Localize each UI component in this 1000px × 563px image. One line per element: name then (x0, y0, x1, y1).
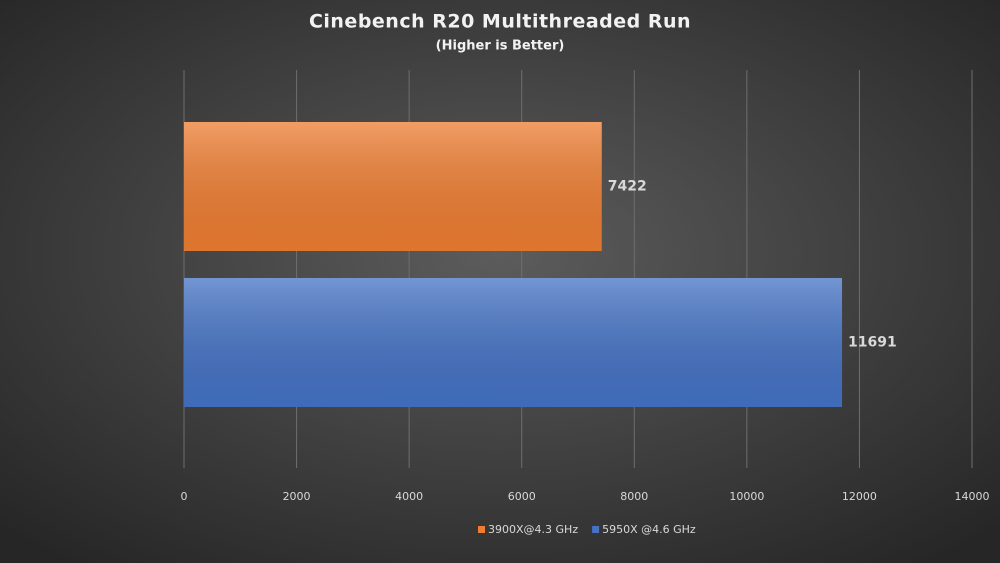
legend-swatch (592, 526, 600, 533)
x-tick-label: 10000 (729, 490, 764, 503)
bar-sheen (184, 278, 843, 407)
data-label: 11691 (848, 335, 897, 351)
legend-swatch (478, 526, 485, 533)
chart-subtitle: (Higher is Better) (436, 39, 565, 54)
x-tick-label: 8000 (620, 490, 648, 503)
x-tick-label: 12000 (842, 490, 877, 503)
x-tick-label: 0 (181, 490, 188, 503)
bar-sheen (184, 122, 602, 251)
x-tick-label: 6000 (508, 490, 536, 503)
chart-title: Cinebench R20 Multithreaded Run (309, 11, 691, 33)
x-tick-label: 14000 (955, 490, 990, 503)
data-label: 7422 (608, 179, 647, 195)
x-tick-label: 4000 (395, 490, 423, 503)
legend-label: 3900X@4.3 GHz (488, 523, 578, 536)
x-tick-label: 2000 (283, 490, 311, 503)
legend-label: 5950X @4.6 GHz (602, 523, 696, 536)
